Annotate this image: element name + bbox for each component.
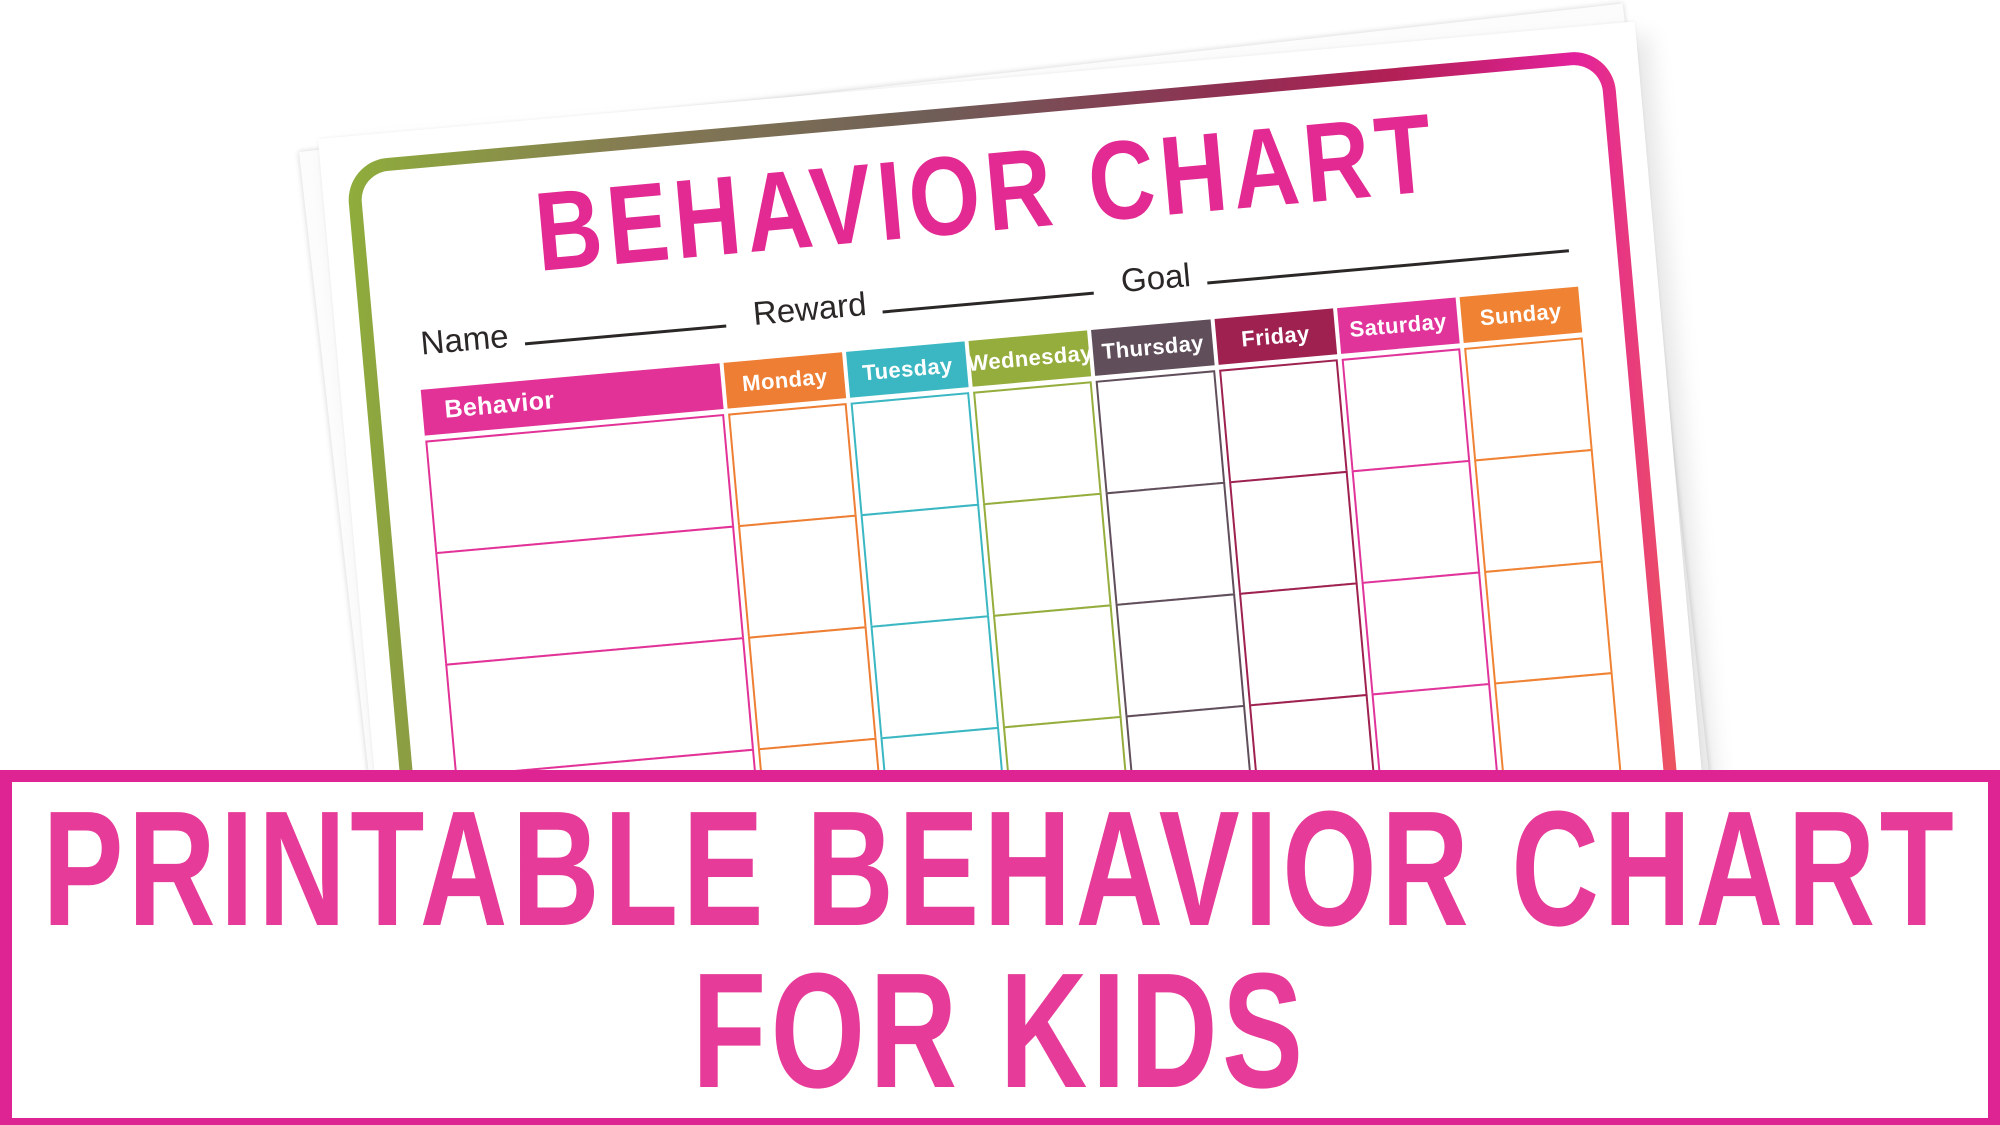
table-cell (983, 492, 1113, 617)
table-cell (747, 625, 877, 750)
caption-line-2: FOR KIDS (692, 939, 1308, 1122)
friday-column-header: Friday (1214, 308, 1337, 365)
goal-blank-line (1207, 248, 1569, 285)
monday-column-header: Monday (723, 351, 847, 409)
saturday-column-header: Saturday (1336, 297, 1460, 354)
table-cell (1228, 470, 1358, 595)
table-cell (1341, 347, 1471, 473)
table-cell (850, 391, 980, 516)
table-cell (973, 380, 1103, 505)
caption-line-1: PRINTABLE BEHAVIOR CHART (42, 776, 1958, 960)
name-label: Name (418, 316, 510, 362)
table-cell (1473, 448, 1603, 573)
table-cell (1218, 358, 1348, 483)
table-cell (1115, 592, 1245, 718)
table-cell (1483, 560, 1613, 685)
tuesday-column-header: Tuesday (846, 340, 969, 398)
table-cell (1238, 581, 1368, 707)
table-cell (870, 614, 1000, 739)
wednesday-column-header: Wednesday (967, 329, 1094, 387)
table-cell (728, 402, 857, 527)
table-cell (737, 514, 867, 639)
thursday-column-header: Thursday (1091, 319, 1215, 376)
table-cell (1351, 459, 1481, 584)
caption-banner: PRINTABLE BEHAVIOR CHART FOR KIDS (0, 770, 2000, 1125)
table-cell (1361, 571, 1490, 696)
table-cell (1095, 369, 1225, 494)
table-cell (1105, 481, 1235, 606)
reward-blank-line (882, 291, 1095, 314)
goal-label: Goal (1119, 255, 1193, 299)
table-cell (1463, 336, 1593, 462)
reward-label: Reward (751, 284, 868, 332)
sunday-column-header: Sunday (1459, 286, 1583, 343)
table-cell (860, 503, 990, 628)
table-cell (993, 603, 1123, 729)
name-blank-line (524, 324, 727, 345)
